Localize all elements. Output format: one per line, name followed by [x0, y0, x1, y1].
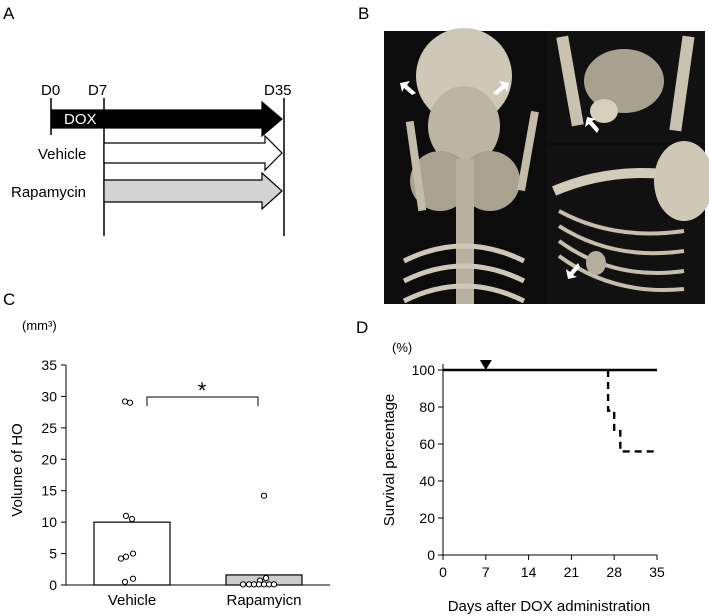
- arrow-icon: [400, 81, 416, 95]
- arrow-icon: [493, 81, 509, 95]
- d-y-tick-label: 40: [419, 473, 435, 489]
- ct-image-collage: [384, 28, 709, 304]
- arrow-icon: [566, 263, 580, 279]
- panel-label-d: D: [356, 318, 369, 337]
- group-label-rapamycin: Rapamycin: [11, 184, 86, 201]
- c-y-tick-label: 5: [49, 546, 57, 562]
- c-data-point: [262, 574, 270, 582]
- c-x-tick-label: Vehicle: [108, 592, 156, 609]
- panel-label-b: B: [358, 4, 370, 23]
- d-y-tick-label: 20: [419, 510, 435, 526]
- day-label-d7: D7: [88, 82, 107, 99]
- d-unit-label: (%): [392, 340, 412, 355]
- group-label-vehicle: Vehicle: [38, 146, 86, 163]
- d-series-dashed: [606, 370, 657, 453]
- c-data-point: [260, 492, 268, 499]
- ct-image-skull-spine: [402, 28, 539, 304]
- arrow-icon: [585, 117, 599, 133]
- c-data-point: [239, 581, 247, 588]
- c-data-point: [121, 578, 129, 585]
- d-x-tick-label: 14: [521, 564, 537, 580]
- c-y-tick-label: 20: [41, 451, 57, 467]
- day-label-d35: D35: [264, 82, 292, 99]
- d-y-tick-label: 80: [419, 399, 435, 415]
- c-data-point: [270, 581, 278, 588]
- c-data-point: [128, 515, 136, 523]
- d-x-tick-label: 7: [482, 564, 490, 580]
- c-y-axis-label: Volume of HO: [9, 423, 26, 516]
- d-y-axis-label: Survival percentage: [381, 394, 398, 527]
- day-label-d0: D0: [41, 82, 60, 99]
- d-x-tick-label: 35: [649, 564, 665, 580]
- c-unit-label: (mm³): [22, 318, 57, 333]
- c-y-tick-label: 35: [41, 357, 57, 373]
- significance-bracket: [146, 396, 259, 406]
- c-data-point: [126, 399, 134, 406]
- panel-label-a: A: [3, 4, 15, 23]
- d-x-tick-label: 21: [564, 564, 580, 580]
- dox-label: DOX: [64, 111, 97, 128]
- rapamycin-arrow: [103, 171, 283, 211]
- d-y-tick-label: 0: [427, 547, 435, 563]
- c-y-tick-label: 30: [41, 388, 57, 404]
- d-y-tick-label: 60: [419, 436, 435, 452]
- c-y-tick-label: 10: [41, 514, 57, 530]
- ct-image-pelvis: [546, 31, 705, 143]
- d-x-tick-label: 0: [439, 564, 447, 580]
- c-x-tick-label: Rapamyicn: [226, 592, 301, 609]
- dox-arrow: [50, 100, 283, 138]
- significance-asterisk: *: [198, 378, 207, 403]
- c-data-point: [117, 555, 125, 562]
- d-y-tick-label: 100: [412, 362, 436, 378]
- c-y-tick-label: 15: [41, 483, 57, 499]
- vehicle-arrow: [103, 134, 283, 172]
- d-dox-marker-triangle: [479, 360, 492, 370]
- panel-label-c: C: [3, 290, 16, 309]
- c-data-point: [129, 550, 137, 557]
- c-y-tick-label: 0: [49, 577, 57, 593]
- d-x-tick-label: 28: [606, 564, 622, 580]
- c-data-point: [129, 575, 137, 582]
- c-data-point: [122, 512, 130, 519]
- c-y-tick-label: 25: [41, 420, 57, 436]
- d-x-axis-label: Days after DOX administration: [448, 598, 651, 615]
